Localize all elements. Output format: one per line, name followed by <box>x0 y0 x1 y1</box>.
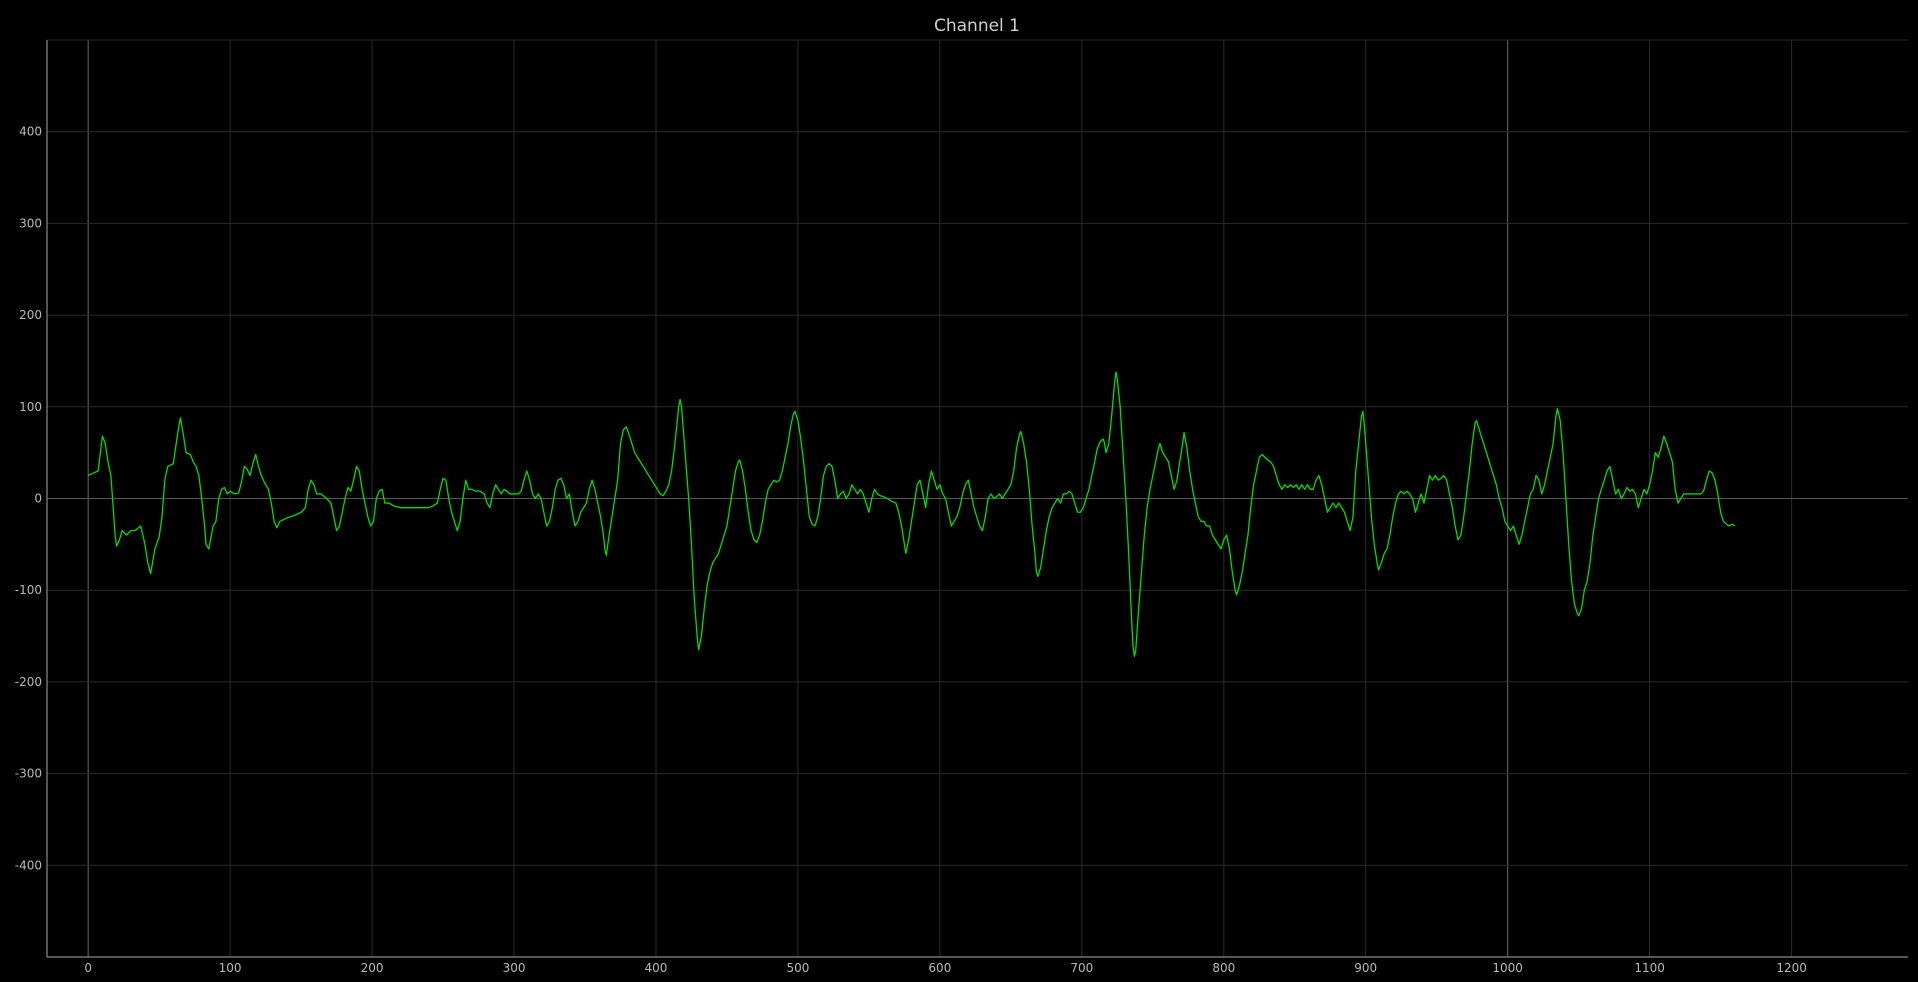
series-line-1 <box>87 371 1736 657</box>
y-tick-label: -300 <box>15 767 42 781</box>
y-axis-ticks: 400 300 200 100 0 -100 -200 -300 -400 <box>15 125 42 873</box>
y-tick-label: 200 <box>19 308 42 322</box>
x-tick-label: 200 <box>361 961 384 975</box>
x-tick-label: 300 <box>503 961 526 975</box>
x-tick-label: 100 <box>219 961 242 975</box>
x-tick-label: 0 <box>84 961 92 975</box>
y-tick-label: 400 <box>19 125 42 139</box>
y-tick-label: -100 <box>15 583 42 597</box>
x-tick-label: 1000 <box>1492 961 1523 975</box>
y-tick-label: 0 <box>34 492 42 506</box>
y-tick-label: -400 <box>15 858 42 872</box>
x-tick-label: 400 <box>645 961 668 975</box>
x-tick-label: 900 <box>1354 961 1377 975</box>
x-tick-label: 700 <box>1070 961 1093 975</box>
y-tick-label: 100 <box>19 400 42 414</box>
x-tick-label: 1100 <box>1634 961 1665 975</box>
x-axis-ticks: 0 100 200 300 400 500 600 700 800 900 1000 1100 1200 <box>84 961 1807 975</box>
axes <box>46 40 1908 958</box>
x-tick-label: 1200 <box>1776 961 1807 975</box>
grid-lines <box>47 39 1908 957</box>
y-tick-label: -200 <box>15 675 42 689</box>
y-tick-label: 300 <box>19 216 42 230</box>
plot-area <box>87 371 1736 657</box>
chart-title: Channel 1 <box>934 16 1020 36</box>
x-tick-label: 800 <box>1212 961 1235 975</box>
x-tick-label: 500 <box>786 961 809 975</box>
x-tick-label: 600 <box>928 961 951 975</box>
